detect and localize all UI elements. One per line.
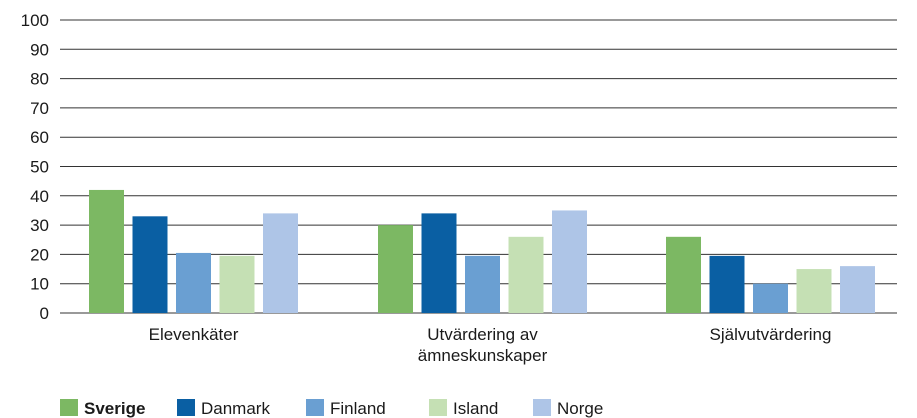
- category-label: ämneskunskaper: [418, 346, 548, 365]
- legend-label: Norge: [557, 399, 603, 418]
- legend: Sverige Danmark Finland Island Norge: [60, 399, 603, 418]
- y-tick-label: 20: [30, 245, 49, 264]
- bar-island-2: [796, 269, 832, 313]
- y-tick-label: 10: [30, 275, 49, 294]
- bar-danmark-0: [132, 216, 168, 313]
- bar-sverige-1: [378, 225, 413, 313]
- bar-sverige-2: [666, 236, 701, 313]
- legend-swatch: [177, 399, 195, 416]
- bar-norge-2: [840, 266, 875, 313]
- legend-swatch: [533, 399, 551, 416]
- bar-norge-0: [263, 213, 298, 313]
- bar-finland-0: [176, 252, 211, 313]
- legend-label: Island: [453, 399, 498, 418]
- legend-item-sverige: Sverige: [60, 399, 145, 418]
- legend-label: Danmark: [201, 399, 270, 418]
- y-tick-label: 30: [30, 216, 49, 235]
- y-tick-label: 50: [30, 158, 49, 177]
- legend-item-norge: Norge: [533, 399, 603, 418]
- y-axis-ticks: 0 10 20 30 40 50 60 70 80 90 100: [21, 11, 49, 323]
- y-tick-label: 70: [30, 99, 49, 118]
- bar-finland-1: [465, 255, 500, 313]
- bar-sverige-0: [89, 189, 124, 313]
- bar-finland-2: [753, 283, 788, 313]
- bar-danmark-1: [421, 213, 457, 313]
- legend-item-danmark: Danmark: [177, 399, 270, 418]
- category-label: Självutvärdering: [710, 325, 832, 344]
- y-tick-label: 80: [30, 70, 49, 89]
- legend-item-finland: Finland: [306, 399, 386, 418]
- y-tick-label: 100: [21, 11, 49, 30]
- bar-danmark-2: [709, 255, 745, 313]
- legend-label: Sverige: [84, 399, 145, 418]
- bars: [89, 189, 875, 313]
- legend-label: Finland: [330, 399, 386, 418]
- bar-island-0: [219, 255, 255, 313]
- bar-island-1: [508, 236, 544, 313]
- legend-swatch: [60, 399, 78, 416]
- category-label: Utvärdering av: [427, 325, 538, 344]
- bar-norge-1: [552, 210, 587, 313]
- category-labels: Elevenkäter Utvärdering av ämneskunskaper S…: [149, 325, 832, 365]
- y-tick-label: 60: [30, 128, 49, 147]
- category-label: Elevenkäter: [149, 325, 239, 344]
- y-tick-label: 90: [30, 40, 49, 59]
- legend-swatch: [429, 399, 447, 416]
- legend-swatch: [306, 399, 324, 416]
- y-tick-label: 0: [40, 304, 49, 323]
- y-tick-label: 40: [30, 187, 49, 206]
- legend-item-island: Island: [429, 399, 498, 418]
